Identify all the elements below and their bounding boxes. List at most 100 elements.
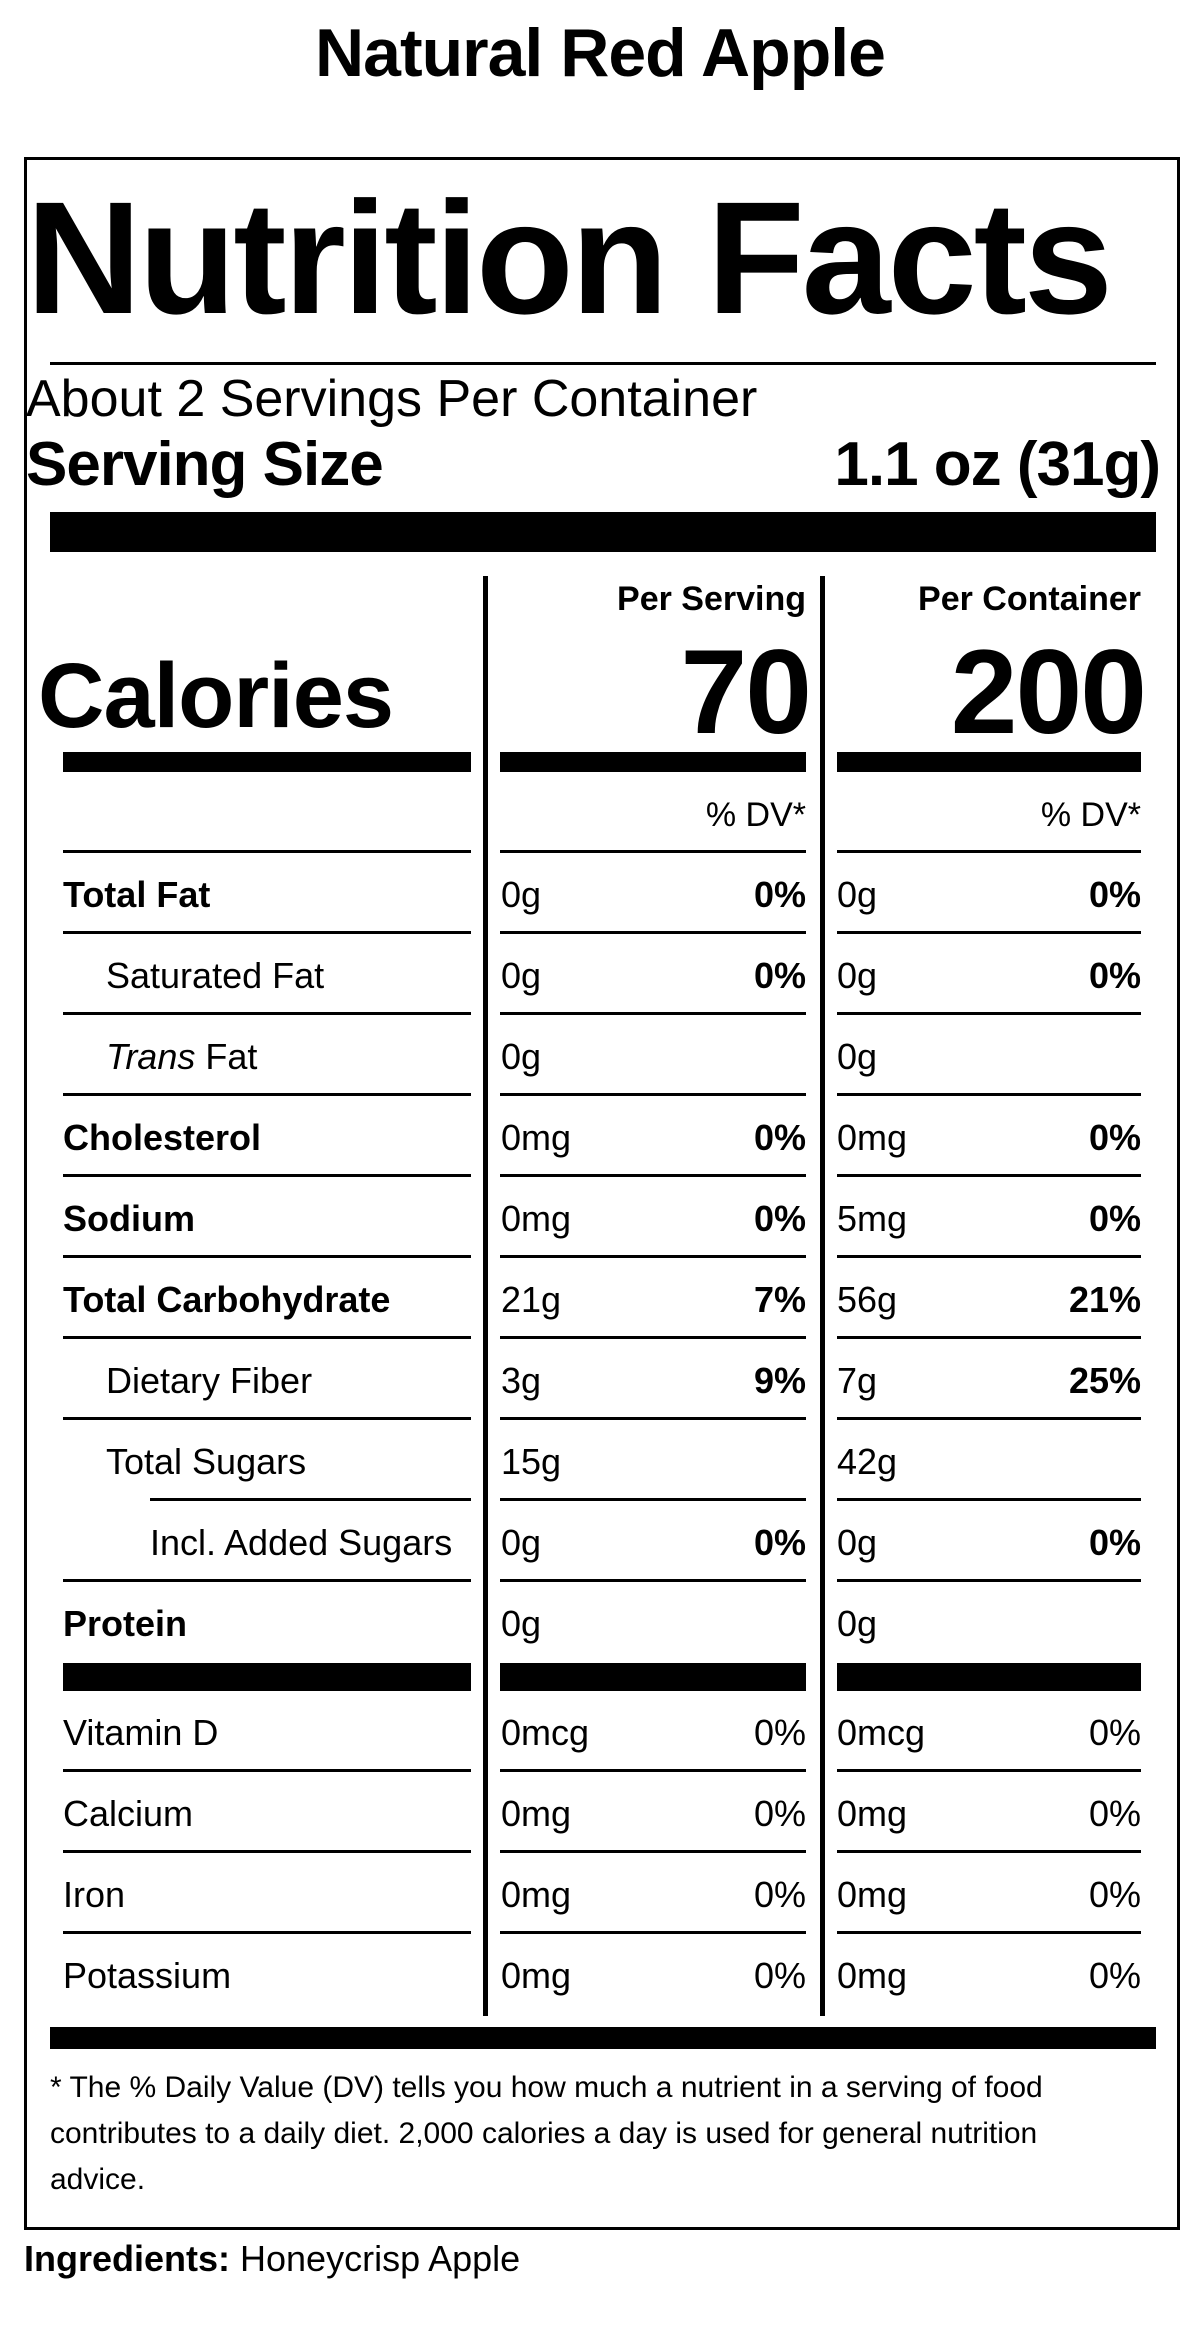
serving-size-thick-rule	[50, 512, 1156, 552]
row-separator	[837, 1850, 1141, 1853]
row-separator	[63, 1931, 471, 1934]
nutrient-name: Saturated Fat	[106, 955, 325, 996]
vitamin-row-potassium: Potassium 0mg 0% 0mg 0%	[0, 1934, 1200, 2015]
row-separator	[500, 1174, 806, 1177]
calories-rule-name	[63, 752, 471, 772]
calories-rule-container	[837, 752, 1141, 772]
serving-dv: 0%	[753, 1955, 806, 1996]
serving-amount: 3g	[501, 1360, 542, 1401]
container-amount: 0g	[837, 874, 878, 915]
per-container-header: Per Container	[918, 580, 1141, 618]
nutrient-row-dietary-fiber: Dietary Fiber 3g 9% 7g 25%	[0, 1339, 1200, 1420]
serving-amount: 0g	[501, 1522, 542, 1563]
vitamin-name: Calcium	[63, 1793, 194, 1834]
row-separator	[837, 1174, 1141, 1177]
servings-per-container: About 2 Servings Per Container	[26, 370, 758, 428]
ingredients-label: Ingredients:	[24, 2238, 231, 2279]
nutrient-name: Sodium	[63, 1198, 195, 1239]
serving-size-value: 1.1 oz (31g)	[834, 430, 1161, 499]
ingredients-value: Honeycrisp Apple	[230, 2238, 521, 2279]
serving-dv: 0%	[753, 1522, 806, 1563]
row-separator	[837, 1336, 1141, 1339]
row-separator	[63, 1255, 471, 1258]
nutrient-name: Protein	[63, 1603, 188, 1644]
serving-amount: 0mg	[501, 1874, 572, 1915]
nutrient-row-total-carbohydrate: Total Carbohydrate 21g 7% 56g 21%	[0, 1258, 1200, 1339]
serving-dv: 0%	[753, 955, 806, 996]
container-dv: 0%	[1088, 1117, 1141, 1158]
nutrition-facts-heading: Nutrition Facts	[26, 168, 1113, 347]
container-dv: 0%	[1088, 1712, 1141, 1753]
container-amount: 0g	[837, 1603, 878, 1644]
nutrient-row-total-fat: Total Fat 0g 0% 0g 0%	[0, 853, 1200, 934]
container-amount: 0g	[837, 955, 878, 996]
container-dv: 0%	[1088, 1522, 1141, 1563]
row-separator	[500, 1336, 806, 1339]
serving-amount: 0mg	[501, 1198, 572, 1239]
container-amount: 0g	[837, 1036, 878, 1077]
row-separator	[500, 1850, 806, 1853]
nutrient-name: Incl. Added Sugars	[150, 1522, 453, 1563]
serving-dv: 0%	[753, 1198, 806, 1239]
nutrient-name-italic: Trans	[106, 1036, 196, 1077]
container-dv: 0%	[1088, 1874, 1141, 1915]
container-amount: 5mg	[837, 1198, 908, 1239]
serving-dv: 9%	[753, 1360, 806, 1401]
serving-amount: 0mg	[501, 1955, 572, 1996]
ingredients-line: Ingredients: Honeycrisp Apple	[24, 2241, 520, 2277]
daily-value-footnote: * The % Daily Value (DV) tells you how m…	[50, 2071, 1043, 2196]
dv-header-container: % DV*	[1040, 796, 1141, 834]
container-dv: 0%	[1088, 874, 1141, 915]
vitamin-name: Vitamin D	[63, 1712, 219, 1753]
row-separator	[63, 1012, 471, 1015]
row-separator	[63, 1093, 471, 1096]
row-separator	[63, 931, 471, 934]
dv-sep-container	[837, 850, 1141, 853]
row-separator	[837, 1255, 1141, 1258]
row-separator	[837, 1417, 1141, 1420]
row-separator	[500, 1255, 806, 1258]
serving-size-label: Serving Size	[26, 430, 384, 499]
serving-amount: 0mg	[501, 1793, 572, 1834]
container-dv: 25%	[1068, 1360, 1141, 1401]
row-separator	[837, 1769, 1141, 1772]
container-dv: 0%	[1088, 955, 1141, 996]
row-separator	[63, 1579, 471, 1582]
nutrient-row-trans-fat: Trans Fat 0g 0g	[0, 1015, 1200, 1096]
nutrition-label-panel	[24, 157, 1180, 2230]
vitamins-thick-rule-container	[837, 1663, 1141, 1691]
serving-dv: 7%	[753, 1279, 806, 1320]
row-separator	[63, 1769, 471, 1772]
vitamins-thick-rule-serving	[500, 1663, 806, 1691]
nutrient-name-rest: Fat	[195, 1036, 258, 1077]
nutrient-name: Total Sugars	[106, 1441, 307, 1482]
container-dv: 0%	[1088, 1793, 1141, 1834]
serving-dv: 0%	[753, 1117, 806, 1158]
container-amount: 0mg	[837, 1874, 908, 1915]
footer-thick-rule	[50, 2027, 1156, 2049]
nutrient-name: Trans Fat	[106, 1039, 257, 1075]
row-separator	[500, 1093, 806, 1096]
row-separator	[63, 1417, 471, 1420]
container-amount: 42g	[837, 1441, 898, 1482]
nutrient-row-cholesterol: Cholesterol 0mg 0% 0mg 0%	[0, 1096, 1200, 1177]
vitamins-thick-rule-name	[63, 1663, 471, 1691]
header-thin-rule	[50, 362, 1156, 365]
container-amount: 7g	[837, 1360, 878, 1401]
row-separator	[500, 1769, 806, 1772]
container-amount: 0g	[837, 1522, 878, 1563]
row-separator	[837, 1579, 1141, 1582]
row-separator	[837, 1012, 1141, 1015]
calories-label: Calories	[38, 645, 394, 747]
serving-amount: 0g	[501, 1036, 542, 1077]
vitamin-name: Potassium	[63, 1955, 232, 1996]
column-divider-right	[820, 576, 825, 2016]
serving-amount: 0mg	[501, 1117, 572, 1158]
row-separator	[150, 1498, 471, 1501]
nutrient-name: Cholesterol	[63, 1117, 262, 1158]
row-separator	[500, 1579, 806, 1582]
container-amount: 0mg	[837, 1955, 908, 1996]
column-divider-left	[483, 576, 488, 2016]
row-separator	[500, 1417, 806, 1420]
per-serving-header: Per Serving	[617, 580, 806, 618]
